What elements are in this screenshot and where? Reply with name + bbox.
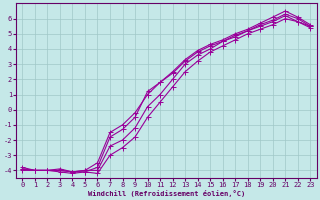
- X-axis label: Windchill (Refroidissement éolien,°C): Windchill (Refroidissement éolien,°C): [88, 190, 245, 197]
